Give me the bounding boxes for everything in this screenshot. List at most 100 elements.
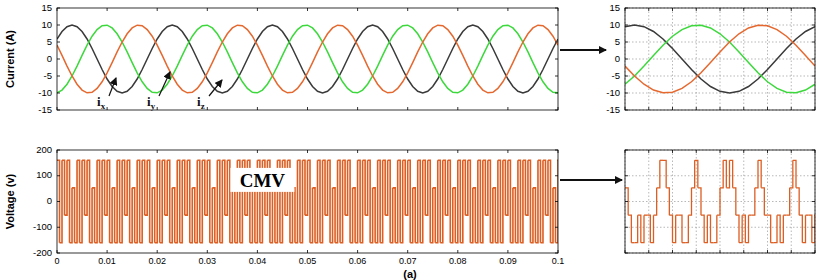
step-segment — [676, 214, 679, 215]
step-segment — [638, 215, 641, 243]
step-segment — [370, 188, 373, 243]
step-segment — [711, 242, 714, 243]
step-segment — [300, 160, 303, 242]
step-segment — [500, 160, 503, 242]
tick-label: -15 — [38, 104, 52, 115]
tick-mark — [357, 250, 358, 253]
step-segment — [195, 160, 198, 242]
step-segment — [530, 188, 533, 243]
step-segment — [410, 188, 413, 243]
zoom-arrow — [560, 179, 622, 181]
tick-mark — [555, 25, 558, 26]
tick-mark — [407, 150, 408, 153]
step-segment — [698, 188, 701, 215]
step-segment — [363, 160, 366, 215]
step-segment — [475, 160, 478, 242]
step-segment — [217, 160, 220, 242]
step-segment — [95, 160, 98, 242]
step-segment — [227, 160, 230, 242]
tick-mark — [743, 250, 744, 253]
step-segment — [443, 160, 446, 215]
step-segment — [423, 160, 426, 215]
step-segment — [445, 160, 448, 215]
step-segment — [478, 160, 481, 242]
plot-background — [57, 150, 558, 253]
tick-mark — [791, 107, 792, 110]
chart: 00.010.020.030.040.050.060.070.080.090.1… — [4, 144, 564, 266]
annotation-arrow — [209, 80, 222, 96]
tick-mark — [57, 59, 60, 60]
tick-mark — [812, 227, 815, 228]
step-segment — [360, 160, 363, 242]
step-segment — [137, 160, 140, 242]
step-segment — [533, 188, 536, 243]
tick-mark — [767, 150, 768, 153]
tick-label: 0.07 — [399, 256, 417, 266]
grid-line — [767, 8, 768, 110]
step-segment — [787, 188, 790, 215]
step-segment — [270, 188, 273, 243]
tick-mark — [157, 250, 158, 253]
tick-label: -200 — [33, 247, 52, 258]
step-segment — [110, 188, 113, 243]
step-segment — [505, 160, 508, 215]
step-segment — [132, 188, 135, 243]
step-segment — [641, 215, 644, 243]
step-segment — [799, 215, 802, 243]
plot-area — [57, 25, 558, 93]
step-segment — [155, 160, 158, 242]
step-segment — [185, 160, 188, 215]
step-segment — [450, 188, 453, 243]
annotation-arrow — [109, 78, 116, 96]
tick-mark — [57, 107, 58, 110]
tick-mark — [57, 150, 58, 153]
step-segment — [425, 160, 428, 215]
step-segment — [812, 215, 815, 243]
step-segment — [679, 215, 682, 243]
tick-mark — [107, 150, 108, 153]
step-segment — [212, 188, 215, 243]
axis-label: Voltage (v) — [4, 173, 16, 229]
step-segment — [380, 160, 383, 242]
grid-line — [767, 150, 768, 253]
step-segment — [338, 160, 341, 242]
plot-area — [625, 25, 815, 93]
step-segment — [660, 160, 663, 161]
step-segment — [87, 160, 90, 242]
step-segment — [127, 160, 130, 242]
step-segment — [107, 160, 110, 242]
step-segment — [373, 188, 376, 243]
grid-line — [625, 25, 815, 26]
tick-mark — [107, 8, 108, 11]
tick-mark — [625, 250, 626, 253]
series-label: iz — [197, 94, 205, 111]
step-segment — [525, 160, 528, 215]
step-segment — [654, 188, 657, 215]
tick-mark — [555, 110, 558, 111]
step-segment — [625, 188, 628, 215]
tick-mark — [558, 8, 559, 11]
step-segment — [413, 188, 416, 243]
step-segment — [207, 160, 210, 242]
step-segment — [295, 160, 298, 242]
tick-label: 5 — [615, 36, 620, 47]
step-segment — [768, 215, 771, 243]
tick-mark — [57, 227, 60, 228]
tick-mark — [696, 107, 697, 110]
grid-line — [625, 76, 815, 77]
grid-line — [625, 175, 815, 176]
tick-mark — [743, 107, 744, 110]
tick-mark — [57, 42, 60, 43]
step-segment — [318, 160, 321, 242]
step-segment — [130, 188, 133, 243]
step-segment — [458, 160, 461, 242]
series-line — [57, 25, 558, 93]
tick-mark — [307, 150, 308, 153]
plot-background — [57, 8, 558, 110]
tick-mark — [555, 175, 558, 176]
series-line — [625, 25, 815, 93]
tick-mark — [57, 253, 60, 254]
tick-mark — [625, 93, 628, 94]
tick-mark — [555, 59, 558, 60]
step-segment — [749, 214, 752, 215]
